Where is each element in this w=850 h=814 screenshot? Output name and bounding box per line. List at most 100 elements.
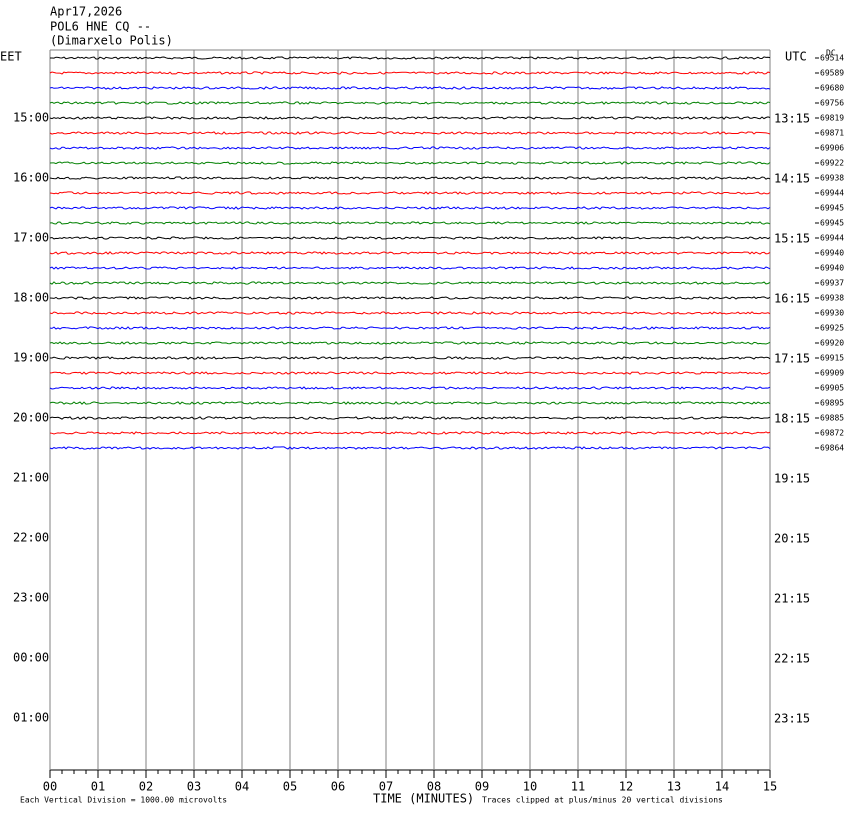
- dc-value: 69756: [820, 99, 844, 108]
- scale-note: Each Vertical Division = 1000.00 microvo…: [20, 796, 227, 805]
- left-time-label: 20:00: [13, 411, 49, 425]
- dc-value: 69940: [820, 249, 844, 258]
- dc-value: 69930: [820, 309, 844, 318]
- station: POL6 HNE CQ --: [50, 20, 151, 34]
- frame: [50, 49, 770, 771]
- right-time-label: 13:15: [774, 112, 810, 126]
- x-tick-label: 10: [523, 780, 537, 794]
- x-tick-label: 01: [91, 780, 105, 794]
- right-time-label: 23:15: [774, 712, 810, 726]
- trace: [49, 176, 771, 180]
- left-time-label: 19:00: [13, 351, 49, 365]
- trace: [49, 401, 771, 405]
- x-tick-label: 06: [331, 780, 345, 794]
- location: (Dimarxelo Polis): [50, 34, 173, 48]
- x-tick-label: 08: [427, 780, 441, 794]
- left-time-label: 17:00: [13, 231, 49, 245]
- trace: [49, 341, 771, 345]
- dc-value: 69895: [820, 399, 844, 408]
- right-time-label: 15:15: [774, 232, 810, 246]
- x-tick-label: 02: [139, 780, 153, 794]
- trace: [49, 206, 771, 210]
- trace: [49, 116, 771, 120]
- right-time-label: 14:15: [774, 172, 810, 186]
- dc-value: 69925: [820, 324, 844, 333]
- left-time-label: 16:00: [13, 171, 49, 185]
- trace: [49, 446, 771, 450]
- x-tick-label: 13: [667, 780, 681, 794]
- dc-value: 69864: [820, 444, 844, 453]
- trace: [49, 281, 771, 285]
- dc-value: 69589: [820, 69, 844, 78]
- x-tick-label: 14: [715, 780, 729, 794]
- dc-value: 69872: [820, 429, 844, 438]
- trace: [50, 56, 771, 60]
- trace: [49, 146, 771, 150]
- right-time-label: 22:15: [774, 652, 810, 666]
- trace: [49, 86, 771, 90]
- dc-value: 69909: [820, 369, 844, 378]
- clip-note: Traces clipped at plus/minus 20 vertical…: [482, 796, 723, 805]
- dc-value: 69937: [820, 279, 844, 288]
- x-tick-label: 03: [187, 780, 201, 794]
- trace: [49, 416, 771, 420]
- x-tick-label: 11: [571, 780, 585, 794]
- x-tick-label: 07: [379, 780, 393, 794]
- trace: [49, 266, 771, 270]
- dc-value: 69944: [820, 234, 844, 243]
- axis-title: TIME (MINUTES): [373, 792, 474, 806]
- right-time-label: 17:15: [774, 352, 810, 366]
- trace: [49, 311, 771, 315]
- trace: [49, 221, 771, 225]
- right-time-label: 20:15: [774, 532, 810, 546]
- trace: [49, 386, 771, 390]
- dc-value: 69906: [820, 144, 844, 153]
- left-time-label: 21:00: [13, 471, 49, 485]
- dc-value: 69922: [820, 159, 844, 168]
- x-tick-label: 15: [763, 780, 777, 794]
- x-tick-label: 09: [475, 780, 489, 794]
- dc-value: 69944: [820, 189, 844, 198]
- dc-value: 69945: [820, 204, 844, 213]
- left-zone: EET: [0, 50, 22, 64]
- dc-value: 69920: [820, 339, 844, 348]
- trace: [49, 296, 771, 300]
- x-tick-label: 12: [619, 780, 633, 794]
- trace: [49, 131, 771, 135]
- dc-value: 69885: [820, 414, 844, 423]
- trace: [49, 371, 771, 375]
- dc-value: 69938: [820, 174, 844, 183]
- trace: [50, 356, 771, 360]
- right-time-label: 18:15: [774, 412, 810, 426]
- dc-value: 69819: [820, 114, 844, 123]
- dc-value: 69938: [820, 294, 844, 303]
- left-time-label: 01:00: [13, 711, 49, 725]
- left-time-label: 00:00: [13, 651, 49, 665]
- trace: [49, 326, 771, 330]
- dc-value: 69514: [820, 54, 844, 63]
- right-time-label: 19:15: [774, 472, 810, 486]
- left-time-label: 15:00: [13, 111, 49, 125]
- left-time-label: 23:00: [13, 591, 49, 605]
- dc-value: 69940: [820, 264, 844, 273]
- right-time-label: 21:15: [774, 592, 810, 606]
- x-tick-label: 00: [43, 780, 57, 794]
- trace: [49, 161, 771, 165]
- date: Apr17,2026: [50, 5, 122, 19]
- trace: [49, 251, 771, 255]
- trace: [49, 431, 771, 435]
- trace: [49, 236, 771, 240]
- dc-value: 69871: [820, 129, 844, 138]
- trace: [49, 71, 771, 75]
- left-time-label: 18:00: [13, 291, 49, 305]
- dc-value: 69680: [820, 84, 844, 93]
- left-time-label: 22:00: [13, 531, 49, 545]
- right-zone: UTC: [785, 50, 807, 64]
- dc-label: DC: [826, 49, 836, 58]
- x-tick-label: 05: [283, 780, 297, 794]
- trace: [49, 101, 771, 105]
- dc-value: 69915: [820, 354, 844, 363]
- right-time-label: 16:15: [774, 292, 810, 306]
- dc-value: 69905: [820, 384, 844, 393]
